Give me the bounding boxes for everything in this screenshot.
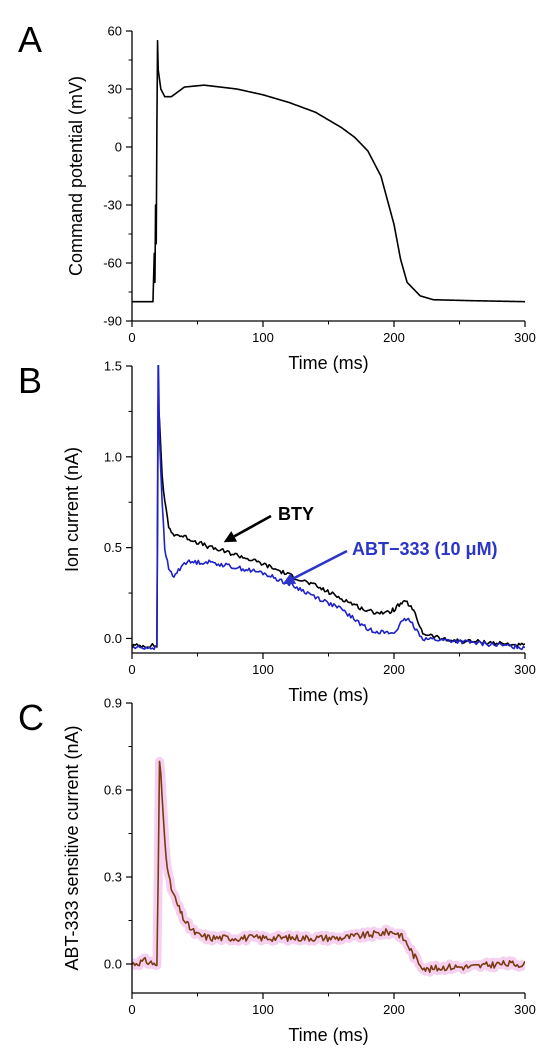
y-tick-label-b: 0.0: [104, 631, 122, 646]
x-tick-label-c: 200: [383, 1002, 405, 1017]
x-tick-label-a: 300: [514, 330, 536, 345]
x-axis-title-b: Time (ms): [288, 685, 368, 705]
y-tick-label-b: 1.5: [104, 359, 122, 374]
annotation-arrowhead-bty: [223, 531, 238, 543]
y-axis-title-a: Command potential (mV): [66, 76, 86, 276]
series-line-b-0: [132, 400, 525, 649]
y-tick-label-c: 0.9: [104, 696, 122, 711]
panel-label-a: A: [18, 19, 42, 60]
panel-label-c: C: [18, 697, 44, 738]
y-axis-title-b: Ion current (nA): [62, 447, 82, 572]
x-tick-label-a: 0: [128, 330, 135, 345]
plot-area-a: [132, 39, 525, 303]
x-tick-label-a: 100: [252, 330, 274, 345]
x-axis-title-a: Time (ms): [288, 353, 368, 373]
y-tick-label-c: 0.3: [104, 870, 122, 885]
panel-c: C 0 100 200 300 0.0 0.3 0.6 0.9 Time (ms) ABT-333 …: [18, 696, 536, 1046]
x-tick-label-b: 100: [252, 662, 274, 677]
y-tick-label-a: 60: [108, 24, 122, 39]
plot-area-c: [132, 756, 525, 977]
x-tick-label-b: 300: [514, 662, 536, 677]
annotation-arrow-bty: [233, 514, 272, 538]
x-tick-label-b: 0: [128, 662, 135, 677]
panel-label-b: B: [18, 360, 42, 401]
plot-area-b: [132, 365, 525, 651]
series-line-a-0: [132, 39, 525, 303]
x-tick-label-c: 0: [128, 1002, 135, 1017]
y-tick-label-a: -90: [103, 314, 122, 329]
y-tick-label-a: 0: [115, 140, 122, 155]
y-tick-label-a: 30: [108, 82, 122, 97]
panel-b: B 0 100 200 300 0.0 0.5 1.0 1.5 Time (ms) Ion curr…: [18, 359, 536, 706]
annotation-label-bty: BTY: [278, 504, 314, 524]
annotation-label-abt: ABT−333 (10 μM): [352, 539, 498, 559]
series-line-b-1: [132, 365, 525, 651]
y-tick-label-b: 1.0: [104, 449, 122, 464]
y-axis-title-c: ABT-333 sensitive current (nA): [62, 725, 82, 970]
panel-a: A 0 100 200 300 -90 -60 -30 0 30 60 Time (ms) Comman…: [18, 19, 536, 373]
y-tick-label-c: 0.6: [104, 783, 122, 798]
x-tick-label-a: 200: [383, 330, 405, 345]
x-tick-label-b: 200: [383, 662, 405, 677]
x-tick-label-c: 300: [514, 1002, 536, 1017]
x-axis-title-c: Time (ms): [288, 1025, 368, 1045]
x-tick-label-c: 100: [252, 1002, 274, 1017]
annotation-arrowhead-abt: [282, 573, 297, 584]
y-tick-label-b: 0.5: [104, 540, 122, 555]
y-tick-label-c: 0.0: [104, 957, 122, 972]
annotation-arrow-abt: [292, 549, 348, 580]
y-tick-label-a: -30: [103, 198, 122, 213]
series-line-c-0: [132, 760, 525, 973]
y-tick-label-a: -60: [103, 256, 122, 271]
